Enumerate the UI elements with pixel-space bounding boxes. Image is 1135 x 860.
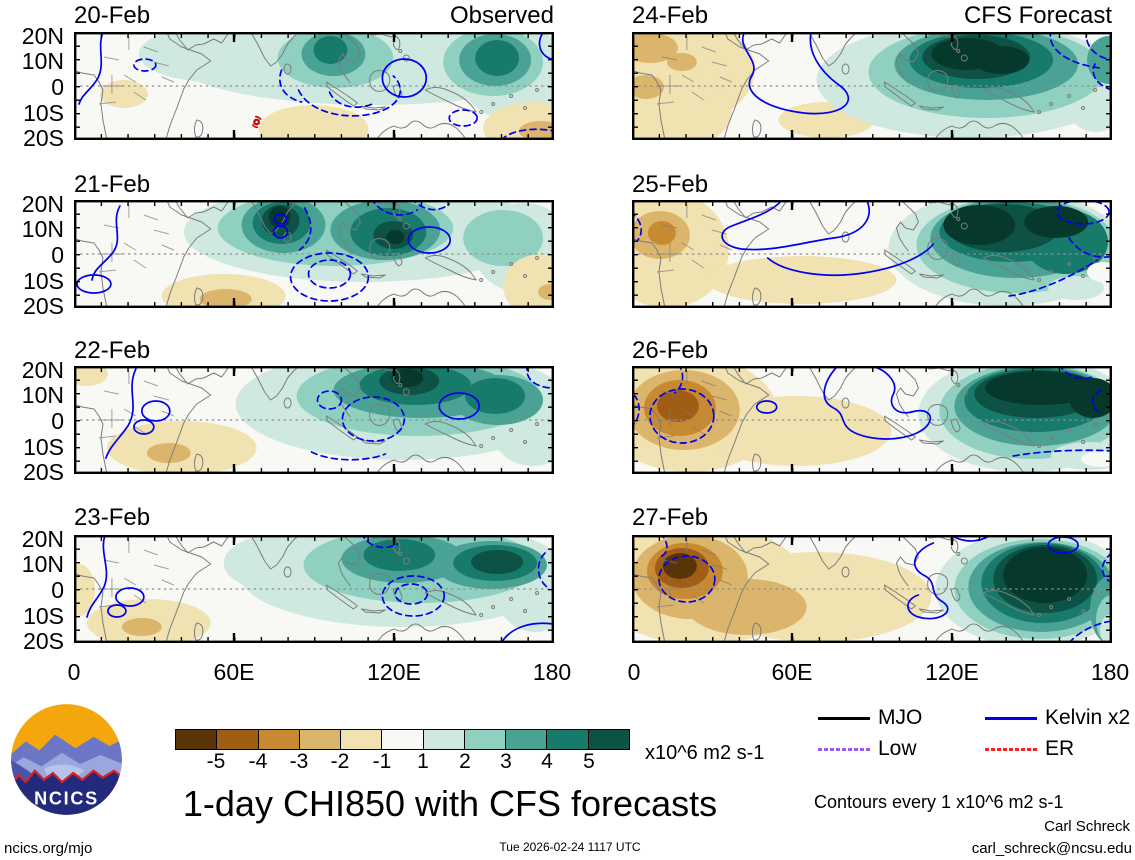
map-panel-27feb [632,535,1112,643]
panel-date-label: 26-Feb [632,337,709,364]
colorbar-tick: 2 [459,750,471,773]
anomaly-fills [632,200,1112,308]
x-tick-label: 0 [627,659,641,685]
map-panel-22feb [74,366,554,474]
colorbar-cell [257,730,299,749]
y-tick-label: 10S [23,268,64,294]
colorbar-cell [546,730,588,749]
y-tick-label: 10N [21,48,64,74]
colorbar-tick: 3 [500,750,512,773]
panel-date-label: 22-Feb [74,337,151,364]
anomaly-fills [161,200,554,308]
legend-line-kelvin [985,717,1037,720]
colorbar-cell [505,730,547,749]
anomaly-fills [74,366,554,474]
colorbar-cell [176,730,217,749]
colorbar-cell [422,730,464,749]
y-tick-label: 20S [23,125,64,151]
y-tick-label: 10N [21,382,64,408]
x-tick-label: 120E [367,659,421,685]
panel-date-label: 20-Feb [74,2,151,29]
wave-contours [86,535,554,643]
contour-note: Contours every 1 x10^6 m2 s-1 [814,792,1064,812]
wave-contours [632,200,1112,297]
legend-line-mjo [818,717,870,720]
legend-label-mjo: MJO [878,706,923,729]
y-tick-label: 0 [51,242,64,268]
y-tick-label: 20N [21,526,64,552]
figure-title: 1-day CHI850 with CFS forecasts [182,783,718,824]
panel-date-label: 27-Feb [632,504,709,531]
x-tick-label: 60E [771,659,813,685]
x-tick-label: 60E [213,659,255,685]
timestamp: Tue 2026-02-24 1117 UTC [499,840,641,854]
anomaly-fills [632,32,1112,140]
y-tick-label: 10S [23,603,64,629]
map-panel-23feb [74,535,554,643]
anomaly-fills [74,535,554,643]
colorbar-tick: 5 [583,750,595,773]
legend-label-kelvin: Kelvin x2 [1045,706,1131,729]
x-tick-label: 0 [67,659,81,685]
anomaly-fills [632,535,1112,643]
website-link: ncics.org/mjo [4,840,93,857]
y-tick-label: 20N [21,357,64,383]
y-tick-label: 20S [23,459,64,485]
colorbar-cell [216,730,258,749]
colorbar [175,729,630,750]
y-tick-label: 10S [23,434,64,460]
colorbar-cell [381,730,423,749]
credit-email: carl_schreck@ncsu.edu [971,840,1132,857]
colorbar-tick: -4 [248,750,268,773]
y-tick-label: 20S [23,293,64,319]
y-tick-label: 20S [23,628,64,654]
panel-date-label: 24-Feb [632,2,709,29]
colorbar-tick: 4 [541,750,553,773]
map-panel-20feb [74,32,554,140]
y-tick-label: 0 [51,577,64,603]
colorbar-tick: -5 [206,750,226,773]
logo-text: NCICS [34,789,99,809]
credit-name: Carl Schreck [1044,818,1130,835]
panel-date-label: 25-Feb [632,171,709,198]
y-tick-label: 10N [21,216,64,242]
wave-contours [105,366,554,461]
wave-contours [78,32,554,140]
panel-date-label: 21-Feb [74,171,151,198]
legend-label-er: ER [1045,737,1075,760]
x-tick-label: 120E [925,659,979,685]
ncics-logo: NCICS [10,703,123,816]
y-tick-label: 0 [51,74,64,100]
y-tick-label: 20N [21,23,64,49]
y-tick-label: 0 [51,408,64,434]
column-heading-observed: Observed [449,2,554,29]
map-panel-21feb [74,200,554,308]
logo-ridge-line [11,769,122,786]
map-panel-24feb [632,32,1112,140]
legend-line-er [985,748,1037,751]
y-tick-label: 10N [21,551,64,577]
y-tick-label: 10S [23,100,64,126]
legend-line-low [818,748,870,751]
colorbar-tick: 1 [417,750,429,773]
colorbar-tick: -3 [289,750,309,773]
column-heading-cfs-forecast: CFS Forecast [963,2,1112,29]
map-panel-26feb [632,366,1112,474]
x-tick-label: 180 [532,659,572,685]
colorbar-cell [587,730,629,749]
legend-label-low: Low [878,737,917,760]
panel-date-label: 23-Feb [74,504,151,531]
y-tick-label: 20N [21,191,64,217]
colorbar-tick: -1 [372,750,392,773]
tropical-cyclone-icon [251,115,262,129]
x-tick-label: 180 [1090,659,1130,685]
map-panel-25feb [632,200,1112,308]
colorbar-tick: -2 [330,750,350,773]
colorbar-cell [298,730,341,749]
colorbar-cell [463,730,506,749]
colorbar-units: x10^6 m2 s-1 [645,742,765,764]
anomaly-fills [99,32,554,140]
colorbar-cell [340,730,382,749]
